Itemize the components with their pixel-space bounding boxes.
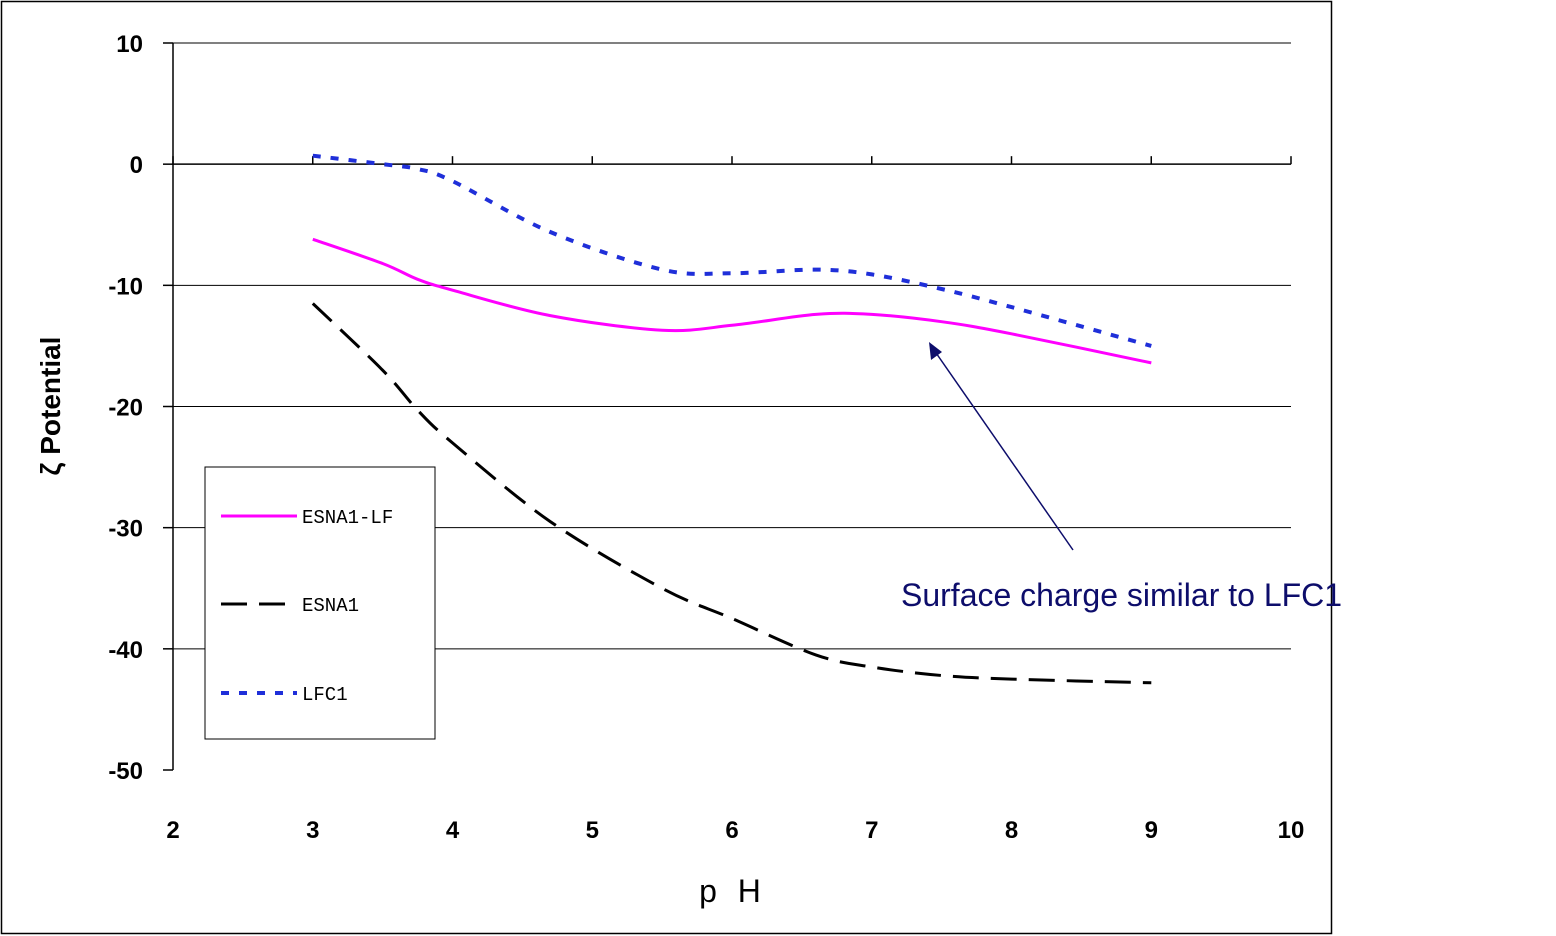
x-tick-label: 4 bbox=[446, 817, 460, 844]
y-axis-title: ζ Potential bbox=[35, 337, 66, 476]
x-tick-label: 7 bbox=[865, 817, 878, 844]
x-tick-label: 9 bbox=[1145, 817, 1158, 844]
y-tick-label: -20 bbox=[108, 395, 143, 422]
x-tick-labels: 2 3 4 5 6 7 8 9 10 bbox=[166, 817, 1304, 844]
y-tick-label: -40 bbox=[108, 637, 143, 664]
x-tick-label: 2 bbox=[166, 817, 179, 844]
x-tick-label: 6 bbox=[725, 817, 738, 844]
y-tick-label: 0 bbox=[130, 152, 143, 179]
series-lines bbox=[311, 153, 1152, 685]
series-line-esna1 bbox=[311, 302, 1152, 685]
x-tick-label: 5 bbox=[586, 817, 599, 844]
y-tick-label: -50 bbox=[108, 758, 143, 785]
axes bbox=[163, 42, 1292, 771]
legend: ESNA1-LF ESNA1 LFC1 bbox=[204, 466, 436, 740]
series-line-lfc1 bbox=[312, 153, 1152, 348]
annotation-arrow bbox=[933, 349, 1074, 551]
legend-label-esna1: ESNA1 bbox=[302, 595, 359, 617]
x-tick-label: 3 bbox=[306, 817, 319, 844]
y-tick-label: 10 bbox=[116, 31, 143, 58]
x-tick-label: 8 bbox=[1005, 817, 1018, 844]
x-axis-title: p H bbox=[699, 873, 767, 909]
legend-label-esna1-lf: ESNA1-LF bbox=[302, 507, 393, 529]
annotation: Surface charge similar to LFC1 bbox=[901, 342, 1342, 613]
legend-label-lfc1: LFC1 bbox=[302, 684, 348, 706]
annotation-text: Surface charge similar to LFC1 bbox=[901, 577, 1342, 613]
x-tick-label: 10 bbox=[1278, 817, 1305, 844]
y-tick-label: -10 bbox=[108, 273, 143, 300]
y-tick-label: -30 bbox=[108, 516, 143, 543]
y-tick-labels: 10 0 -10 -20 -30 -40 -50 bbox=[108, 31, 143, 785]
series-line-esna1-lf bbox=[312, 237, 1152, 365]
annotation-arrowhead bbox=[929, 342, 942, 360]
chart-frame bbox=[0, 0, 1333, 935]
